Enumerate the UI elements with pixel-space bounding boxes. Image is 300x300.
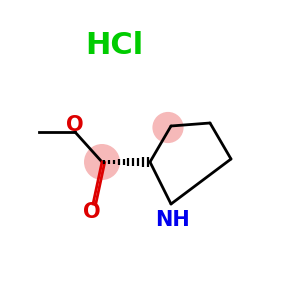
Circle shape	[84, 144, 120, 180]
Text: NH: NH	[155, 211, 190, 230]
Circle shape	[152, 112, 184, 143]
Text: O: O	[66, 116, 84, 135]
Text: HCl: HCl	[85, 31, 143, 59]
Text: O: O	[83, 202, 100, 222]
